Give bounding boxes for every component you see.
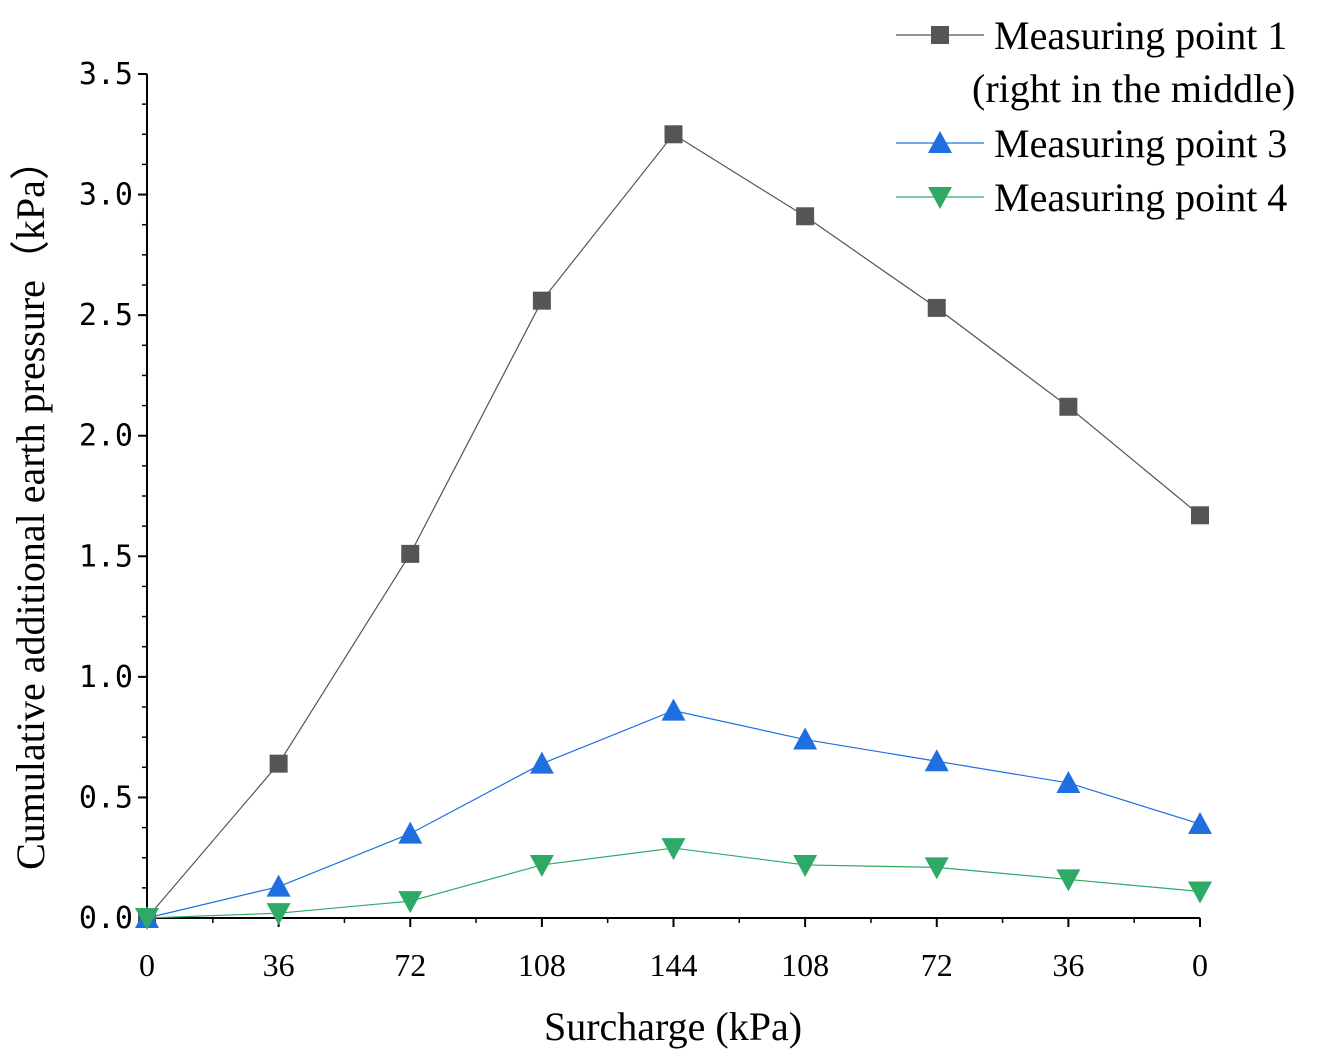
measuring-point-3-point	[266, 874, 291, 897]
measuring-point-1-point	[269, 754, 288, 773]
measuring-point-4-series	[135, 838, 1212, 930]
measuring-point-3-point	[924, 749, 949, 772]
y-tick-label: 3.0	[79, 178, 133, 213]
y-axis-title: Cumulative additional earth pressure（kPa…	[8, 140, 53, 870]
measuring-point-3-line	[146, 709, 1201, 919]
measuring-point-1-line	[146, 133, 1201, 919]
measuring-point-3-point	[1188, 811, 1212, 834]
measuring-point-1-legend-label-line2: (right in the middle)	[972, 66, 1295, 111]
x-tick-label: 36	[1052, 947, 1084, 983]
measuring-point-4-point	[661, 838, 686, 861]
measuring-point-4-point	[135, 908, 159, 930]
x-tick-label: 36	[263, 947, 295, 983]
measuring-point-1-point	[1191, 506, 1209, 525]
measuring-point-3-point	[398, 821, 423, 844]
legend: Measuring point 1 (right in the middle) Me…	[896, 13, 1295, 220]
x-tick-label: 108	[781, 947, 829, 983]
axes: 0.0 0.5 1.0 1.5 2.0 2.5 3.0 3.5 0 36 72 108 144 108 72…	[79, 57, 1208, 983]
measuring-point-1-series	[138, 125, 1209, 927]
measuring-point-4-point	[1188, 881, 1212, 904]
measuring-point-4-point	[1056, 869, 1081, 892]
measuring-point-1-point	[796, 207, 815, 226]
x-tick-label: 0	[1192, 947, 1208, 983]
x-tick-label: 72	[394, 947, 426, 983]
measuring-point-4-point	[793, 854, 818, 877]
measuring-point-4-point	[266, 903, 291, 926]
x-tick-label: 0	[139, 947, 155, 983]
x-tick-label: 72	[921, 947, 953, 983]
x-tick-label: 108	[518, 947, 566, 983]
measuring-point-1-point	[927, 298, 946, 317]
y-tick-label: 0.5	[79, 780, 133, 815]
measuring-point-1-legend-marker	[931, 26, 949, 44]
measuring-point-1-legend-label: Measuring point 1	[994, 13, 1287, 58]
x-tick-label: 144	[650, 947, 698, 983]
measuring-point-3-series	[135, 698, 1212, 928]
y-tick-label: 3.5	[79, 57, 133, 92]
x-axis-title: Surcharge (kPa)	[544, 1004, 802, 1049]
measuring-point-3-point	[661, 698, 686, 721]
measuring-point-3-legend-label: Measuring point 3	[994, 121, 1287, 166]
series-layer	[135, 125, 1212, 930]
measuring-point-3-point	[1056, 770, 1081, 793]
y-tick-label: 1.0	[79, 660, 133, 695]
measuring-point-3-legend-marker	[928, 131, 952, 153]
measuring-point-4-point	[924, 857, 949, 880]
y-tick-label: 2.5	[79, 298, 133, 333]
measuring-point-1-point	[532, 291, 551, 310]
measuring-point-1-point	[664, 125, 683, 144]
measuring-point-3-point	[793, 727, 818, 750]
y-tick-label: 1.5	[79, 539, 133, 574]
y-tick-label: 0.0	[79, 901, 133, 936]
measuring-point-4-legend-label: Measuring point 4	[994, 175, 1287, 220]
measuring-point-4-point	[529, 854, 554, 877]
y-tick-label: 2.0	[79, 419, 133, 454]
measuring-point-1-point	[1059, 397, 1078, 416]
measuring-point-4-point	[398, 891, 423, 914]
measuring-point-1-point	[401, 544, 420, 563]
measuring-point-3-point	[529, 751, 554, 774]
measuring-point-4-legend-marker	[928, 187, 952, 209]
